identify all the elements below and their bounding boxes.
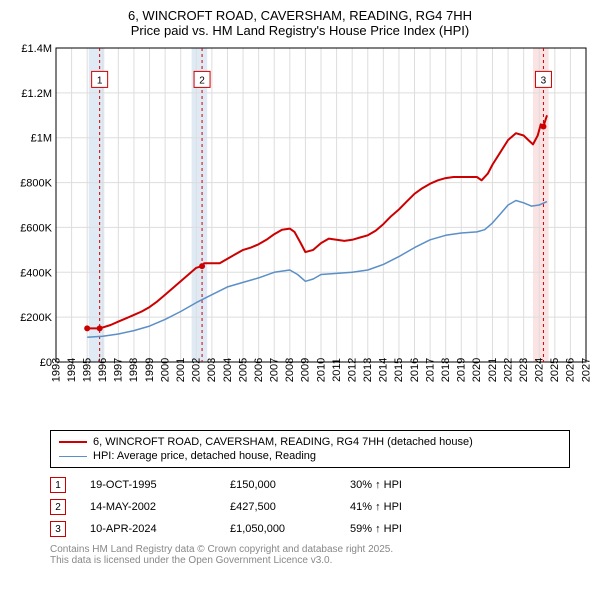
svg-text:2008: 2008 [284,358,296,382]
svg-text:£600K: £600K [20,222,52,234]
svg-text:2000: 2000 [159,358,171,382]
marker-date: 14-MAY-2002 [90,501,230,513]
marker-date: 19-OCT-1995 [90,479,230,491]
svg-text:2010: 2010 [315,358,327,382]
svg-text:2016: 2016 [409,358,421,382]
svg-text:2017: 2017 [424,358,436,382]
svg-text:£800K: £800K [20,178,52,190]
legend-label: 6, WINCROFT ROAD, CAVERSHAM, READING, RG… [93,436,473,448]
legend-label: HPI: Average price, detached house, Read… [93,450,316,462]
svg-text:£200K: £200K [20,312,52,324]
svg-text:2003: 2003 [206,358,218,382]
svg-text:2015: 2015 [393,358,405,382]
marker-row: 2 14-MAY-2002£427,50041% ↑ HPI [50,496,570,518]
markers-table: 1 19-OCT-1995£150,00030% ↑ HPI 2 14-MAY-200… [50,474,570,540]
svg-text:£1.4M: £1.4M [21,43,52,55]
legend-swatch [59,456,87,457]
svg-text:2013: 2013 [362,358,374,382]
svg-text:£1M: £1M [31,133,52,145]
svg-text:1: 1 [97,75,103,86]
svg-text:2021: 2021 [487,358,499,382]
svg-text:2: 2 [199,75,205,86]
marker-badge: 1 [50,477,66,493]
svg-text:£1.2M: £1.2M [21,88,52,100]
svg-text:2026: 2026 [565,358,577,382]
svg-text:2025: 2025 [549,358,561,382]
marker-badge: 3 [50,521,66,537]
marker-delta: 30% ↑ HPI [350,479,470,491]
svg-text:2007: 2007 [269,358,281,382]
plot-svg: £0£200K£400K£600K£800K£1M£1.2M£1.4M19931… [10,42,590,422]
svg-text:3: 3 [541,75,547,86]
footer-note: Contains HM Land Registry data © Crown c… [50,544,570,566]
marker-delta: 59% ↑ HPI [350,523,470,535]
legend: 6, WINCROFT ROAD, CAVERSHAM, READING, RG… [50,430,570,468]
marker-price: £427,500 [230,501,350,513]
legend-item: 6, WINCROFT ROAD, CAVERSHAM, READING, RG… [59,435,561,449]
svg-text:2014: 2014 [378,358,390,382]
svg-text:2023: 2023 [518,358,530,382]
svg-text:2022: 2022 [502,358,514,382]
marker-badge: 2 [50,499,66,515]
marker-price: £150,000 [230,479,350,491]
svg-text:2006: 2006 [253,358,265,382]
title-block: 6, WINCROFT ROAD, CAVERSHAM, READING, RG… [10,8,590,38]
title-line-2: Price paid vs. HM Land Registry's House … [10,23,590,38]
svg-text:2012: 2012 [346,358,358,382]
marker-row: 3 10-APR-2024£1,050,00059% ↑ HPI [50,518,570,540]
footer-line: Contains HM Land Registry data © Crown c… [50,544,570,555]
svg-text:2018: 2018 [440,358,452,382]
svg-text:1998: 1998 [128,358,140,382]
svg-text:2004: 2004 [222,358,234,382]
legend-swatch [59,441,87,443]
title-line-1: 6, WINCROFT ROAD, CAVERSHAM, READING, RG… [10,8,590,23]
svg-text:1997: 1997 [113,358,125,382]
marker-delta: 41% ↑ HPI [350,501,470,513]
svg-text:2002: 2002 [191,358,203,382]
svg-text:1994: 1994 [66,358,78,382]
svg-text:2020: 2020 [471,358,483,382]
svg-text:1999: 1999 [144,358,156,382]
marker-date: 10-APR-2024 [90,523,230,535]
svg-text:2027: 2027 [580,358,590,382]
chart-container: 6, WINCROFT ROAD, CAVERSHAM, READING, RG… [0,0,600,572]
svg-text:£400K: £400K [20,267,52,279]
svg-text:1996: 1996 [97,358,109,382]
svg-text:1995: 1995 [81,358,93,382]
svg-text:2019: 2019 [456,358,468,382]
svg-text:2005: 2005 [237,358,249,382]
marker-row: 1 19-OCT-1995£150,00030% ↑ HPI [50,474,570,496]
svg-text:2009: 2009 [300,358,312,382]
footer-line: This data is licensed under the Open Gov… [50,555,570,566]
marker-price: £1,050,000 [230,523,350,535]
plot-area: £0£200K£400K£600K£800K£1M£1.2M£1.4M19931… [10,42,590,422]
legend-item: HPI: Average price, detached house, Read… [59,449,561,463]
svg-text:2001: 2001 [175,358,187,382]
